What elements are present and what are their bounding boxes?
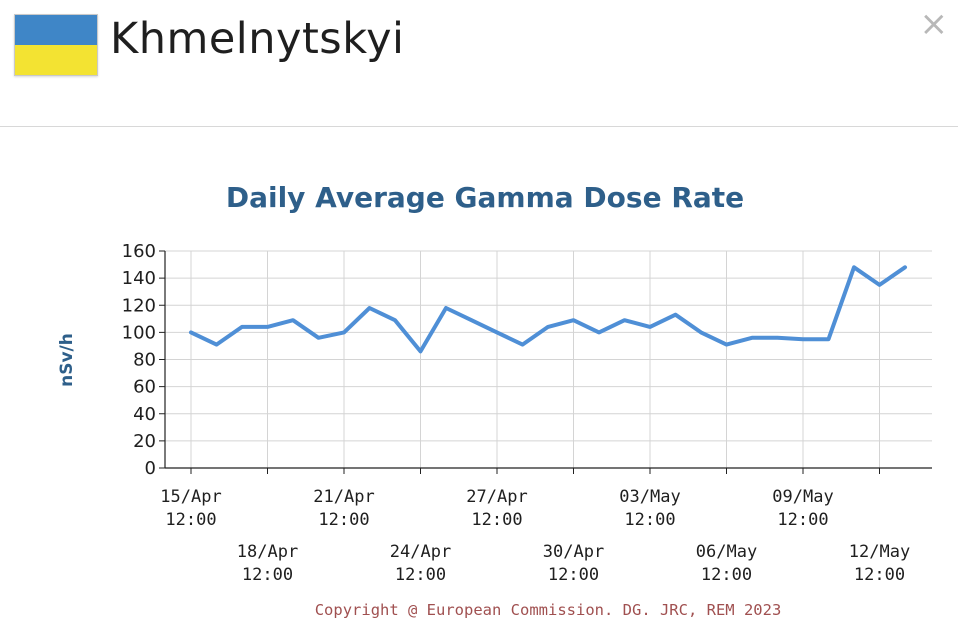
y-tick-label: 40 (133, 404, 156, 425)
data-point (699, 330, 703, 334)
data-point (520, 342, 525, 347)
dose-rate-chart: Daily Average Gamma Dose Rate 0 20 40 60 80 1… (57, 181, 932, 619)
y-tick-label: 140 (122, 268, 156, 289)
data-point (546, 325, 550, 329)
y-tick-label: 0 (145, 458, 156, 479)
data-point (622, 318, 627, 322)
x-tick-label-time: 12:00 (701, 565, 752, 585)
x-tick-label-time: 12:00 (624, 510, 675, 530)
x-tick-label-date: 15/Apr (160, 487, 221, 507)
data-point (724, 342, 729, 347)
data-point (418, 349, 423, 353)
data-point (775, 336, 780, 340)
x-tick-label-date: 27/Apr (466, 487, 527, 507)
x-axis: 15/Apr 12:00 18/Apr 12:00 21/Apr 12:00 24/Apr 1… (160, 467, 932, 585)
flag-top-stripe (15, 15, 97, 45)
x-tick-label-date: 24/Apr (390, 542, 451, 562)
data-point (801, 337, 805, 341)
data-point (495, 330, 499, 334)
data-point (903, 265, 907, 269)
copyright-text: Copyright @ European Commission. DG. JRC… (315, 601, 782, 619)
popup-header: Khmelnytskyi × (0, 0, 958, 127)
x-tick-label-date: 03/May (619, 487, 680, 507)
location-title: Khmelnytskyi (110, 14, 405, 64)
y-tick-label: 60 (133, 377, 156, 398)
x-tick-label-time: 12:00 (242, 565, 293, 585)
grid-layer (165, 250, 932, 468)
x-tick-label-date: 30/Apr (543, 542, 604, 562)
y-tick-label: 20 (133, 431, 156, 452)
x-tick-label-date: 18/Apr (237, 542, 298, 562)
x-tick-label-date: 21/Apr (313, 487, 374, 507)
y-tick-label: 160 (122, 241, 156, 262)
data-point (444, 306, 448, 310)
flag-bottom-stripe (15, 45, 97, 75)
data-point (571, 318, 576, 322)
chart-title: Daily Average Gamma Dose Rate (226, 181, 744, 214)
data-point (342, 330, 346, 334)
data-point (597, 330, 601, 334)
data-point (648, 325, 652, 329)
data-point (291, 318, 295, 322)
series-line (189, 265, 907, 354)
x-tick-label-time: 12:00 (548, 565, 599, 585)
data-point (393, 318, 397, 322)
x-tick-label-time: 12:00 (395, 565, 446, 585)
ukraine-flag-icon (14, 14, 98, 76)
close-icon[interactable]: × (919, 4, 949, 44)
data-point (877, 283, 882, 287)
y-axis-label: nSv/h (57, 333, 77, 387)
x-tick-label-time: 12:00 (854, 565, 905, 585)
x-tick-label-date: 06/May (696, 542, 757, 562)
data-point (673, 313, 678, 317)
y-tick-label: 100 (122, 322, 156, 343)
data-point (189, 330, 193, 334)
data-point (240, 325, 244, 329)
x-tick-label-time: 12:00 (777, 510, 828, 530)
data-point (316, 336, 321, 340)
y-tick-label: 80 (133, 350, 156, 371)
data-point (214, 342, 219, 347)
data-point (826, 337, 831, 341)
x-tick-label-date: 12/May (849, 542, 910, 562)
data-point (750, 336, 754, 340)
series-layer (189, 265, 907, 354)
data-point (367, 306, 372, 310)
y-tick-label: 120 (122, 295, 156, 316)
data-point (469, 318, 474, 322)
y-axis: 0 20 40 60 80 100 120 140 160 (122, 241, 166, 479)
x-tick-label-time: 12:00 (165, 510, 216, 530)
data-point (852, 265, 856, 269)
x-tick-label-time: 12:00 (471, 510, 522, 530)
data-point (265, 325, 270, 329)
x-tick-label-date: 09/May (772, 487, 833, 507)
x-tick-label-time: 12:00 (318, 510, 369, 530)
